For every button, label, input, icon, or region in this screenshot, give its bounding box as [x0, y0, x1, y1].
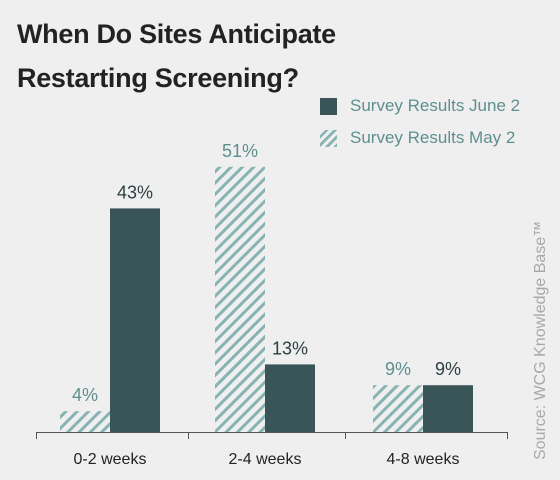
legend: Survey Results June 2 Survey Results May…	[320, 90, 520, 154]
source-note: Source: WCG Knowledge Base™	[532, 220, 549, 460]
legend-item-may: Survey Results May 2	[320, 122, 520, 154]
chart-title: When Do Sites Anticipate Restarting Scre…	[17, 19, 336, 93]
data-label-june-0: 43%	[117, 182, 153, 202]
legend-item-june: Survey Results June 2	[320, 90, 520, 122]
x-tick-label-0: 0-2 weeks	[74, 451, 147, 468]
bar-june-0	[110, 208, 160, 432]
bar-may-0	[60, 411, 110, 432]
legend-swatch-june	[320, 97, 337, 115]
legend-label-may: Survey Results May 2	[350, 128, 516, 147]
data-label-may-2: 9%	[385, 359, 411, 379]
legend-swatch-may	[320, 129, 337, 147]
data-label-may-1: 51%	[222, 141, 258, 161]
bar-may-2	[373, 385, 423, 432]
bar-june-2	[423, 385, 473, 432]
data-label-june-2: 9%	[435, 359, 461, 379]
data-label-june-1: 13%	[272, 338, 308, 358]
legend-label-june: Survey Results June 2	[350, 96, 521, 115]
x-tick-label-1: 2-4 weeks	[229, 451, 302, 468]
bar-may-1	[215, 166, 265, 433]
bar-june-1	[265, 364, 315, 432]
x-tick-label-2: 4-8 weeks	[387, 451, 460, 468]
data-label-may-0: 4%	[72, 385, 98, 405]
